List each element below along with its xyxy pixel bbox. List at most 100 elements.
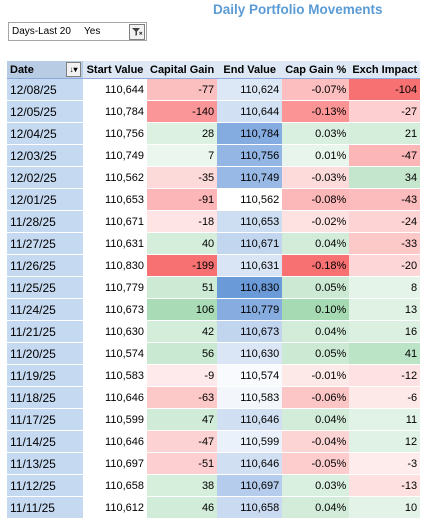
exch-impact-cell: 8	[349, 276, 421, 299]
cap-gain-pct-cell: -0.01%	[282, 364, 350, 387]
capital-gain-cell: -91	[147, 188, 218, 211]
exch-impact-cell: -3	[349, 452, 421, 475]
end-value-cell: 110,830	[217, 276, 283, 299]
days-filter[interactable]: Days-Last 20 Yes	[8, 22, 147, 41]
date-cell: 11/28/25	[7, 210, 83, 233]
end-value-cell: 110,583	[217, 386, 283, 409]
table-row: 11/26/25 110,830 -199 110,631 -0.18% -20	[7, 254, 421, 277]
date-cell: 12/03/25	[7, 144, 83, 167]
table-row: 12/08/25 110,644 -77 110,624 -0.07% -104	[7, 78, 421, 101]
page-title: Daily Portfolio Movements	[213, 2, 383, 17]
cap-gain-pct-cell: 0.01%	[282, 144, 350, 167]
end-value-cell: 110,574	[217, 364, 283, 387]
exch-impact-cell: -24	[349, 210, 421, 233]
cap-gain-pct-cell: -0.05%	[282, 452, 350, 475]
capital-gain-cell: -199	[147, 254, 218, 277]
start-value-cell: 110,599	[83, 408, 147, 431]
end-value-cell: 110,631	[217, 254, 283, 277]
end-value-cell: 110,653	[217, 210, 283, 233]
start-value-cell: 110,583	[83, 364, 147, 387]
exch-impact-cell: -104	[349, 78, 421, 101]
start-value-cell: 110,756	[83, 122, 147, 145]
date-cell: 12/05/25	[7, 100, 83, 123]
capital-gain-cell: 51	[147, 276, 218, 299]
capital-gain-cell: 42	[147, 320, 218, 343]
capital-gain-cell: -47	[147, 430, 218, 453]
start-value-cell: 110,646	[83, 430, 147, 453]
table-row: 11/24/25 110,673 106 110,779 0.10% 13	[7, 298, 421, 321]
end-value-cell: 110,784	[217, 122, 283, 145]
capital-gain-cell: 106	[147, 298, 218, 321]
cap-gain-pct-cell: -0.06%	[282, 386, 350, 409]
start-value-cell: 110,784	[83, 100, 147, 123]
table-row: 11/20/25 110,574 56 110,630 0.05% 41	[7, 342, 421, 365]
exch-impact-cell: 12	[349, 430, 421, 453]
cap-gain-pct-cell: 0.04%	[282, 408, 350, 431]
capital-gain-cell: 46	[147, 496, 218, 519]
cap-gain-pct-cell: 0.03%	[282, 474, 350, 497]
start-value-cell: 110,830	[83, 254, 147, 277]
capital-gain-cell: 7	[147, 144, 218, 167]
date-cell: 11/26/25	[7, 254, 83, 277]
end-value-cell: 110,562	[217, 188, 283, 211]
sort-descending-icon[interactable]: ↓▾	[66, 62, 81, 77]
end-value-cell: 110,671	[217, 232, 283, 255]
capital-gain-cell: 56	[147, 342, 218, 365]
table-row: 11/28/25 110,671 -18 110,653 -0.02% -24	[7, 210, 421, 233]
filter-icon[interactable]	[129, 24, 145, 40]
exch-impact-cell: 13	[349, 298, 421, 321]
header-row: Date ↓▾ Start Value Capital Gain End Val…	[7, 61, 421, 79]
exch-impact-cell: -27	[349, 100, 421, 123]
cap-gain-pct-cell: -0.04%	[282, 430, 350, 453]
table-row: 12/02/25 110,562 -35 110,749 -0.03% 34	[7, 166, 421, 189]
exch-impact-cell: -13	[349, 474, 421, 497]
start-value-cell: 110,574	[83, 342, 147, 365]
table-row: 11/13/25 110,697 -51 110,646 -0.05% -3	[7, 452, 421, 475]
date-cell: 11/25/25	[7, 276, 83, 299]
end-value-cell: 110,624	[217, 78, 283, 101]
exch-impact-cell: -43	[349, 188, 421, 211]
cap-gain-pct-cell: 0.04%	[282, 320, 350, 343]
start-value-cell: 110,697	[83, 452, 147, 475]
capital-gain-cell: -18	[147, 210, 218, 233]
exch-impact-cell: 41	[349, 342, 421, 365]
start-value-cell: 110,646	[83, 386, 147, 409]
capital-gain-cell: -51	[147, 452, 218, 475]
table-row: 11/27/25 110,631 40 110,671 0.04% -33	[7, 232, 421, 255]
end-value-cell: 110,673	[217, 320, 283, 343]
capital-gain-cell: -9	[147, 364, 218, 387]
capital-gain-cell: -63	[147, 386, 218, 409]
table-row: 11/19/25 110,583 -9 110,574 -0.01% -12	[7, 364, 421, 387]
end-value-cell: 110,779	[217, 298, 283, 321]
exch-impact-cell: -33	[349, 232, 421, 255]
exch-impact-cell: -20	[349, 254, 421, 277]
cap-gain-pct-cell: 0.05%	[282, 276, 350, 299]
date-cell: 11/20/25	[7, 342, 83, 365]
exch-impact-cell: -47	[349, 144, 421, 167]
col-header-date[interactable]: Date ↓▾	[7, 61, 83, 79]
date-cell: 11/18/25	[7, 386, 83, 409]
start-value-cell: 110,779	[83, 276, 147, 299]
date-cell: 12/08/25	[7, 78, 83, 101]
end-value-cell: 110,749	[217, 166, 283, 189]
start-value-cell: 110,653	[83, 188, 147, 211]
end-value-cell: 110,697	[217, 474, 283, 497]
col-header-capital-gain: Capital Gain	[147, 61, 218, 79]
end-value-cell: 110,644	[217, 100, 283, 123]
cap-gain-pct-cell: 0.03%	[282, 122, 350, 145]
cap-gain-pct-cell: 0.10%	[282, 298, 350, 321]
start-value-cell: 110,673	[83, 298, 147, 321]
start-value-cell: 110,612	[83, 496, 147, 519]
start-value-cell: 110,658	[83, 474, 147, 497]
col-header-start-value: Start Value	[83, 61, 147, 79]
exch-impact-cell: -12	[349, 364, 421, 387]
filter-value: Yes	[84, 26, 101, 37]
date-cell: 11/21/25	[7, 320, 83, 343]
capital-gain-cell: -77	[147, 78, 218, 101]
date-cell: 12/04/25	[7, 122, 83, 145]
col-header-cap-gain-pct: Cap Gain %	[282, 61, 350, 79]
portfolio-table: Date ↓▾ Start Value Capital Gain End Val…	[7, 61, 421, 519]
end-value-cell: 110,756	[217, 144, 283, 167]
cap-gain-pct-cell: -0.07%	[282, 78, 350, 101]
col-header-end-value: End Value	[217, 61, 283, 79]
